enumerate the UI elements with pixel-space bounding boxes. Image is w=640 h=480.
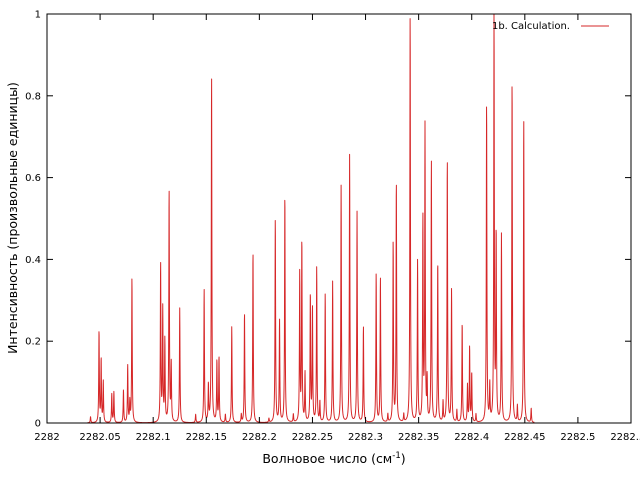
x-tick-label: 2282.35 bbox=[398, 432, 439, 443]
x-tick-label: 2282.45 bbox=[504, 432, 545, 443]
x-axis-title: Волновое число (см-1) bbox=[262, 451, 405, 466]
x-axis-title-superscript: -1 bbox=[392, 451, 400, 461]
x-tick-label: 2282.55 bbox=[610, 432, 640, 443]
y-tick-label: 0.8 bbox=[25, 91, 41, 102]
x-tick-label: 2282.4 bbox=[454, 432, 489, 443]
y-axis-title: Интенсивность (произвольные единицы) bbox=[5, 82, 20, 354]
y-tick-label: 0.2 bbox=[25, 337, 41, 348]
legend-label: 1b. Calculation. bbox=[492, 21, 570, 32]
x-tick-label: 2282.05 bbox=[79, 432, 120, 443]
plot-frame bbox=[46, 13, 632, 424]
series-lines bbox=[87, 13, 535, 424]
x-tick-label: 2282.1 bbox=[136, 432, 171, 443]
y-tick-label: 1 bbox=[35, 10, 41, 21]
x-tick-label: 2282.15 bbox=[186, 432, 227, 443]
x-tick-label: 2282 bbox=[34, 432, 59, 443]
x-tick-label: 2282.5 bbox=[560, 432, 595, 443]
y-tick-label: 0.6 bbox=[25, 173, 41, 184]
x-tick-label: 2282.3 bbox=[348, 432, 383, 443]
x-tick-label: 2282.2 bbox=[242, 432, 277, 443]
x-axis: 2282 2282.05 2282.1 2282.15 2282.2 2282.25 228… bbox=[34, 14, 640, 443]
legend: 1b. Calculation. bbox=[492, 21, 609, 32]
y-tick-label: 0 bbox=[35, 419, 41, 430]
x-tick-label: 2282.25 bbox=[292, 432, 333, 443]
series-line-calculation bbox=[87, 13, 535, 424]
y-axis: 0 0.2 0.4 0.6 0.8 1 bbox=[25, 10, 631, 430]
y-tick-label: 0.4 bbox=[25, 255, 41, 266]
